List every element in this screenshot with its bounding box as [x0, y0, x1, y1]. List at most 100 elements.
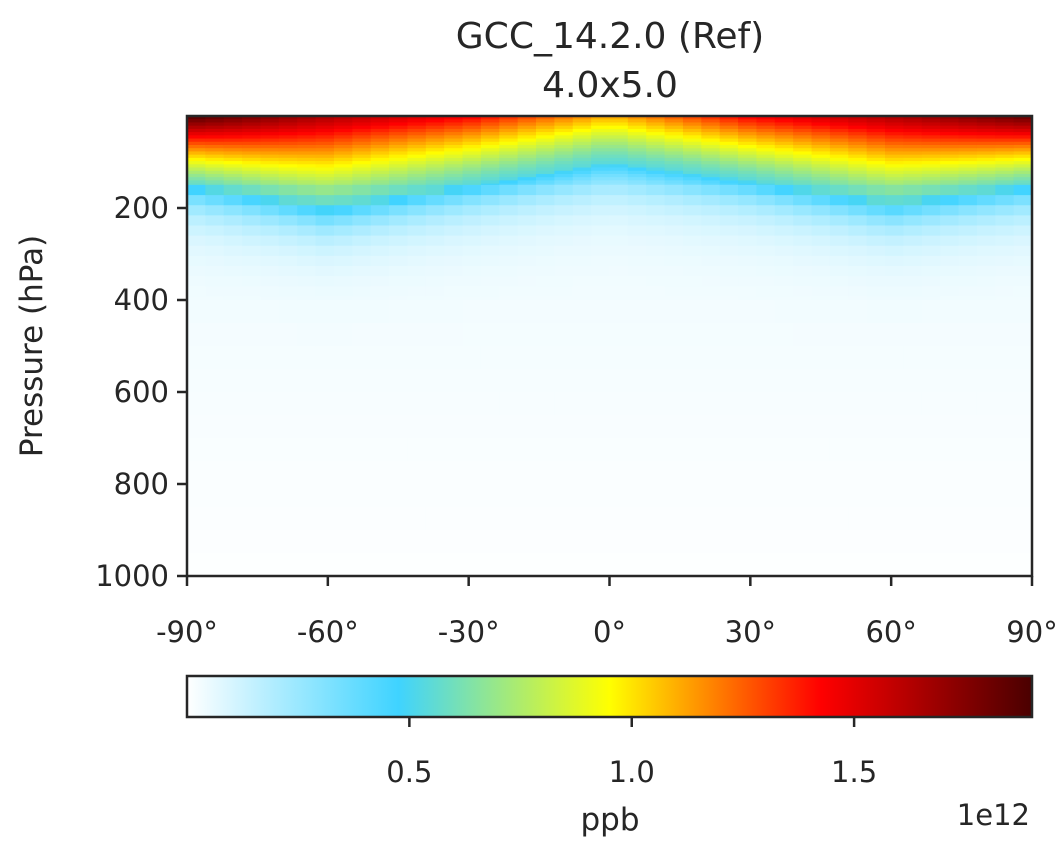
heatmap-cell: [554, 484, 574, 508]
heatmap-cell: [627, 323, 647, 347]
heatmap-cell: [554, 276, 574, 287]
heatmap-cell: [829, 255, 849, 267]
heatmap-cell: [370, 553, 390, 577]
heatmap-cell: [958, 157, 978, 162]
heatmap-cell: [682, 116, 702, 120]
heatmap-cell: [499, 235, 519, 247]
heatmap-cell: [719, 225, 739, 237]
heatmap-cell: [701, 177, 721, 181]
colorbar-label: ppb: [580, 802, 639, 838]
heatmap-cell: [995, 553, 1015, 577]
heatmap-cell: [554, 323, 574, 347]
heatmap-cell: [462, 346, 482, 370]
heatmap-cell: [352, 296, 372, 301]
heatmap-cell: [1013, 122, 1033, 127]
heatmap-cell: [462, 415, 482, 439]
heatmap-cell: [333, 346, 353, 370]
x-tick-label: -90°: [156, 615, 218, 649]
heatmap-cell: [425, 138, 445, 143]
heatmap-cell: [260, 205, 280, 216]
heatmap-cell: [444, 177, 464, 181]
heatmap-cell: [205, 461, 225, 485]
heatmap-cell: [1013, 392, 1033, 416]
heatmap-cell: [609, 392, 629, 416]
heatmap-cell: [921, 154, 941, 159]
heatmap-cell: [848, 346, 868, 370]
heatmap-cell: [609, 255, 629, 267]
heatmap-cell: [480, 161, 500, 165]
heatmap-cell: [444, 116, 464, 120]
heatmap-cell: [738, 157, 758, 162]
heatmap-cell: [627, 119, 647, 124]
heatmap-cell: [242, 135, 262, 140]
heatmap-cell: [260, 116, 280, 120]
heatmap-cell: [793, 346, 813, 370]
heatmap-cell: [591, 185, 611, 196]
heatmap-cell: [205, 346, 225, 370]
heatmap-cell: [848, 265, 868, 277]
heatmap-cell: [536, 141, 555, 146]
heatmap-cell: [462, 438, 482, 462]
heatmap-cell: [793, 180, 813, 185]
heatmap-cell: [940, 128, 960, 133]
heatmap-cell: [976, 265, 996, 277]
heatmap-cell: [866, 185, 886, 196]
heatmap-cell: [187, 164, 206, 169]
heatmap-cell: [407, 461, 427, 485]
heatmap-cell: [682, 553, 702, 577]
heatmap-cell: [591, 438, 611, 462]
heatmap-cell: [352, 183, 372, 186]
heatmap-cell: [352, 484, 372, 508]
heatmap-cell: [480, 164, 500, 169]
heatmap-cell: [866, 225, 886, 237]
heatmap-cell: [664, 415, 684, 439]
heatmap-cell: [646, 167, 666, 172]
heatmap-cell: [444, 235, 464, 247]
heatmap-cell: [719, 286, 739, 297]
heatmap-cell: [738, 323, 758, 347]
heatmap-cell: [536, 183, 555, 186]
heatmap-cell: [756, 323, 776, 347]
heatmap-cell: [462, 507, 482, 531]
heatmap-cell: [315, 161, 335, 165]
heatmap-cell: [554, 167, 574, 172]
heatmap-cell: [242, 164, 262, 169]
heatmap-cell: [223, 507, 243, 531]
heatmap-cell: [609, 167, 629, 172]
heatmap-cell: [921, 438, 941, 462]
heatmap-cell: [315, 276, 335, 287]
heatmap-cell: [499, 164, 519, 169]
heatmap-cell: [682, 161, 702, 165]
heatmap-cell: [774, 235, 794, 247]
heatmap-cell: [627, 461, 647, 485]
heatmap-cell: [609, 154, 629, 159]
heatmap-cell: [260, 296, 280, 301]
heatmap-cell: [572, 530, 592, 554]
heatmap-cell: [976, 185, 996, 196]
heatmap-cell: [499, 296, 519, 301]
heatmap-cell: [885, 157, 905, 162]
heatmap-cell: [242, 141, 262, 146]
heatmap-cell: [903, 255, 923, 267]
heatmap-cell: [242, 148, 262, 153]
heatmap-cell: [536, 154, 555, 159]
heatmap-cell: [701, 185, 721, 196]
heatmap-cell: [701, 323, 721, 347]
heatmap-cell: [738, 122, 758, 127]
heatmap-cell: [848, 415, 868, 439]
heatmap-cell: [609, 225, 629, 237]
heatmap-cell: [572, 132, 592, 136]
heatmap-cell: [499, 369, 519, 393]
heatmap-cell: [297, 195, 317, 206]
heatmap-cell: [903, 132, 923, 136]
heatmap-cell: [848, 553, 868, 577]
heatmap-cell: [444, 415, 464, 439]
heatmap-cell: [591, 125, 611, 130]
heatmap-cell: [297, 154, 317, 159]
heatmap-cell: [756, 245, 776, 257]
heatmap-cell: [940, 484, 960, 508]
heatmap-cell: [958, 125, 978, 130]
heatmap-cell: [187, 128, 206, 133]
heatmap-cell: [646, 144, 666, 149]
heatmap-cell: [425, 119, 445, 124]
